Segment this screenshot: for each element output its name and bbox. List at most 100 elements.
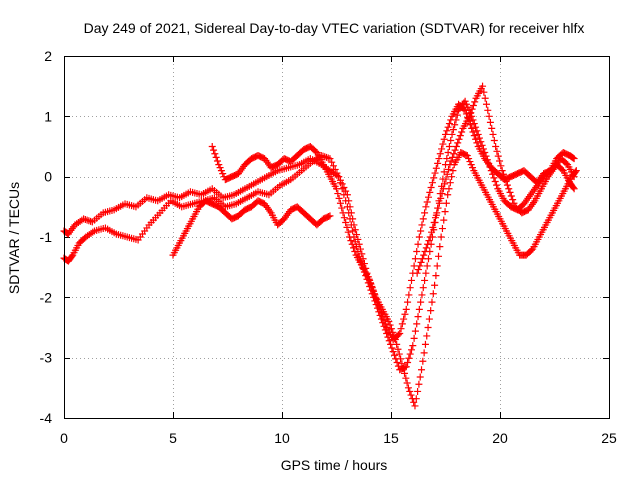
data-point: [401, 310, 409, 318]
data-point: [340, 184, 348, 192]
data-point: [342, 219, 350, 227]
data-point: [487, 167, 495, 175]
data-point: [485, 112, 493, 120]
data-point: [379, 319, 387, 327]
data-point: [349, 227, 357, 235]
data-point: [405, 291, 413, 299]
data-point: [478, 141, 486, 149]
data-point: [414, 240, 422, 248]
data-point: [469, 128, 477, 136]
data-point: [439, 185, 447, 193]
data-point: [471, 98, 479, 106]
data-point: [411, 327, 419, 335]
y-tick-label: 0: [44, 169, 52, 185]
data-point: [421, 247, 429, 255]
data-point: [466, 158, 474, 166]
series-track-1: [60, 100, 578, 344]
data-point: [368, 282, 376, 290]
data-point: [394, 331, 402, 339]
data-point: [438, 225, 446, 233]
data-point: [326, 155, 334, 163]
y-tick-label: -2: [40, 289, 53, 305]
data-point: [210, 146, 218, 154]
data-point: [501, 174, 509, 182]
data-point: [444, 191, 452, 199]
y-axis-ticks: -4 -3 -2 -1 0 1 2: [40, 48, 609, 426]
data-point: [406, 350, 414, 358]
data-point: [464, 103, 472, 111]
y-tick-label: -3: [40, 350, 53, 366]
data-point: [414, 266, 422, 274]
data-point: [491, 177, 499, 185]
data-point: [415, 305, 423, 313]
y-axis-label: SDTVAR / TECUs: [6, 182, 22, 294]
data-point: [386, 321, 394, 329]
data-point: [505, 185, 513, 193]
data-point: [324, 154, 332, 162]
data-point: [490, 174, 498, 182]
data-point: [434, 159, 442, 167]
data-point: [445, 165, 453, 173]
data-point: [415, 380, 423, 388]
data-point: [328, 158, 336, 166]
data-point: [442, 199, 450, 207]
data-point: [411, 402, 419, 410]
y-tick-label: 1: [44, 108, 52, 124]
data-point: [465, 155, 473, 163]
data-point: [429, 290, 437, 298]
data-point: [416, 262, 424, 270]
data-point: [369, 286, 377, 294]
data-point: [334, 190, 342, 198]
data-point: [413, 269, 421, 277]
data-point: [467, 109, 475, 117]
grid-lines: [64, 56, 609, 418]
data-point: [570, 155, 578, 163]
data-point: [569, 154, 577, 162]
data-point: [435, 155, 443, 163]
data-point: [426, 188, 434, 196]
data-point: [373, 304, 381, 312]
data-point: [447, 136, 455, 144]
data-point: [441, 208, 449, 216]
data-point: [428, 298, 436, 306]
data-point: [430, 219, 438, 227]
data-point: [426, 233, 434, 241]
data-point: [422, 203, 430, 211]
data-point: [208, 143, 216, 150]
data-point: [437, 194, 445, 202]
data-point: [387, 325, 395, 333]
data-point: [325, 212, 333, 220]
data-point: [342, 197, 350, 205]
data-point: [458, 128, 466, 136]
data-point: [469, 164, 477, 172]
data-point: [403, 379, 411, 387]
data-point: [381, 326, 389, 334]
data-point: [425, 237, 433, 245]
data-point: [479, 82, 487, 90]
data-point: [410, 398, 418, 406]
data-point: [427, 307, 435, 315]
data-point: [419, 284, 427, 292]
data-point: [394, 345, 402, 353]
data-point: [420, 349, 428, 357]
data-point: [409, 342, 417, 350]
data-point: [217, 167, 225, 175]
data-point: [461, 97, 469, 105]
data-point: [442, 175, 450, 183]
data-point: [404, 384, 412, 392]
data-point: [83, 216, 91, 224]
data-point: [326, 212, 334, 220]
data-point: [346, 215, 354, 223]
data-point: [421, 209, 429, 217]
data-point: [454, 139, 462, 147]
data-point: [424, 240, 432, 248]
data-point: [570, 173, 578, 181]
data-point: [444, 123, 452, 131]
data-point: [479, 145, 487, 153]
data-point: [432, 272, 440, 280]
data-point: [482, 152, 490, 160]
data-point: [396, 330, 404, 338]
data-point: [397, 325, 405, 333]
data-point: [407, 346, 415, 354]
data-point: [418, 255, 426, 263]
